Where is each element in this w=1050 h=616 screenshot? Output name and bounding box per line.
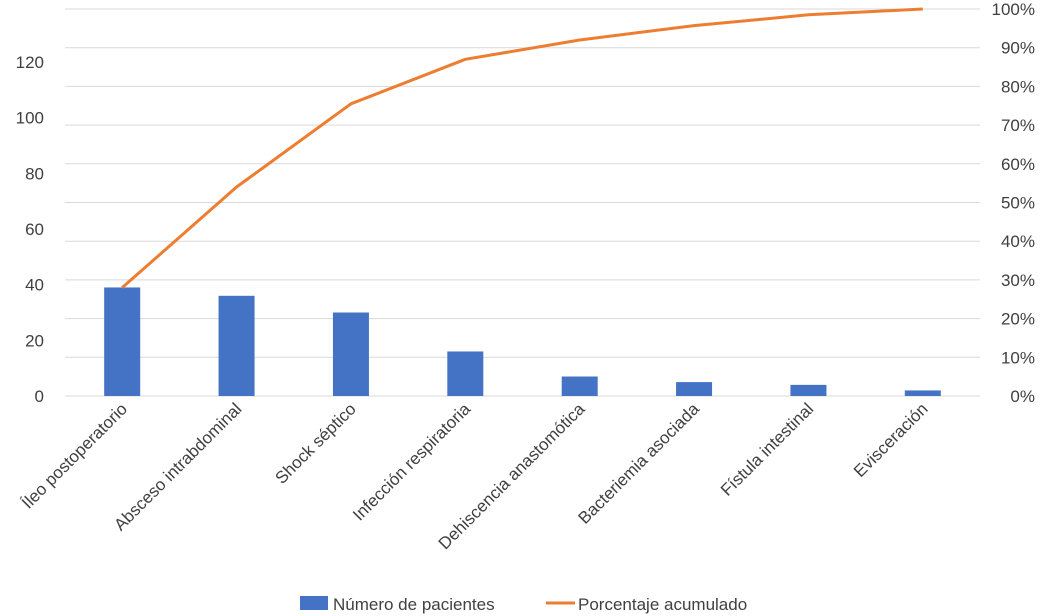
- bar-series: [104, 287, 941, 396]
- legend-label-bar: Número de pacientes: [333, 595, 495, 614]
- right-tick-label: 80%: [1001, 77, 1035, 96]
- bar: [790, 384, 827, 396]
- right-tick-label: 10%: [1001, 348, 1035, 367]
- bar: [561, 376, 598, 396]
- cumulative-line: [121, 7, 923, 289]
- bar: [104, 287, 141, 396]
- right-tick-label: 60%: [1001, 155, 1035, 174]
- bar: [904, 390, 941, 396]
- right-tick-label: 50%: [1001, 194, 1035, 213]
- bar: [218, 295, 255, 396]
- bar: [676, 382, 713, 396]
- right-tick-label: 100%: [992, 0, 1035, 19]
- bar: [447, 351, 484, 396]
- left-tick-label: 0: [35, 387, 44, 406]
- category-label: Infección respiratoria: [349, 399, 474, 524]
- category-label: Bacteriemia asociada: [575, 399, 704, 528]
- category-label: Evisceración: [850, 399, 932, 481]
- right-tick-label: 30%: [1001, 271, 1035, 290]
- legend-label-line: Porcentaje acumulado: [578, 595, 747, 614]
- gridlines: [65, 8, 980, 397]
- left-tick-label: 120: [16, 53, 44, 72]
- right-tick-label: 20%: [1001, 310, 1035, 329]
- bar: [332, 312, 369, 396]
- category-label: Fístula intestinal: [717, 399, 817, 499]
- right-tick-label: 70%: [1001, 116, 1035, 135]
- right-tick-label: 90%: [1001, 39, 1035, 58]
- category-label: Shock séptico: [271, 399, 359, 487]
- left-tick-label: 60: [25, 220, 44, 239]
- left-tick-label: 40: [25, 276, 44, 295]
- category-label: Íleo postoperatorio: [18, 399, 131, 512]
- left-tick-label: 20: [25, 331, 44, 350]
- left-axis: 0 20 40 60 80 100 120: [16, 53, 44, 406]
- line-series: [121, 7, 923, 289]
- legend-swatch-bar: [300, 596, 328, 610]
- right-tick-label: 0%: [1010, 387, 1035, 406]
- left-tick-label: 100: [16, 109, 44, 128]
- legend: Número de pacientes Porcentaje acumulado: [300, 595, 747, 614]
- category-label: Absceso intrabdominal: [110, 399, 245, 534]
- right-axis: 0% 10% 20% 30% 40% 50% 60% 70% 80% 90% 100%: [992, 0, 1035, 406]
- right-tick-label: 40%: [1001, 232, 1035, 251]
- left-tick-label: 80: [25, 164, 44, 183]
